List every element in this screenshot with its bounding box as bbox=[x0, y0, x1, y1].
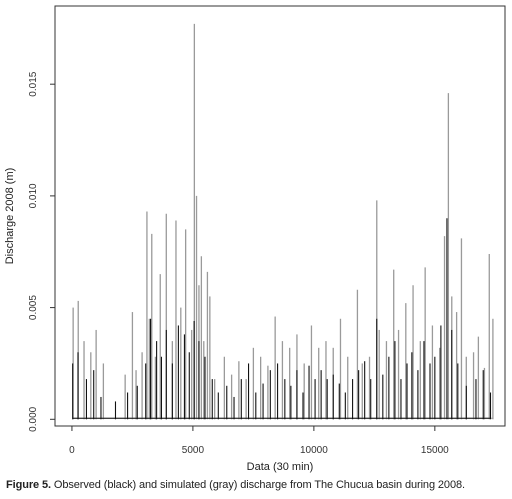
x-tick-label: 5000 bbox=[182, 445, 205, 456]
x-tick-label: 15000 bbox=[421, 445, 449, 456]
series-0 bbox=[72, 218, 492, 420]
x-tick-label: 0 bbox=[69, 445, 75, 456]
figure-caption: Figure 5. Observed (black) and simulated… bbox=[6, 479, 510, 491]
series-1 bbox=[72, 23, 494, 420]
y-axis-title: Discharge 2008 (m) bbox=[4, 168, 16, 265]
y-tick-label: 0.005 bbox=[28, 295, 39, 320]
y-tick-label: 0.000 bbox=[28, 406, 39, 431]
discharge-chart: 0 5000 10000 15000 0.000 0.005 0.010 0.015 Data… bbox=[4, 5, 506, 473]
series-layer bbox=[72, 23, 494, 420]
x-axis-title: Data (30 min) bbox=[247, 461, 314, 473]
figure-caption-label: Figure 5. bbox=[6, 479, 51, 491]
y-tick-label: 0.015 bbox=[28, 71, 39, 96]
figure-caption-text: Observed (black) and simulated (gray) di… bbox=[50, 479, 465, 491]
plot-frame bbox=[54, 5, 506, 427]
x-tick-label: 10000 bbox=[300, 445, 328, 456]
axis-layer: 0 5000 10000 15000 0.000 0.005 0.010 0.015 bbox=[28, 71, 449, 456]
y-tick-label: 0.010 bbox=[28, 183, 39, 208]
